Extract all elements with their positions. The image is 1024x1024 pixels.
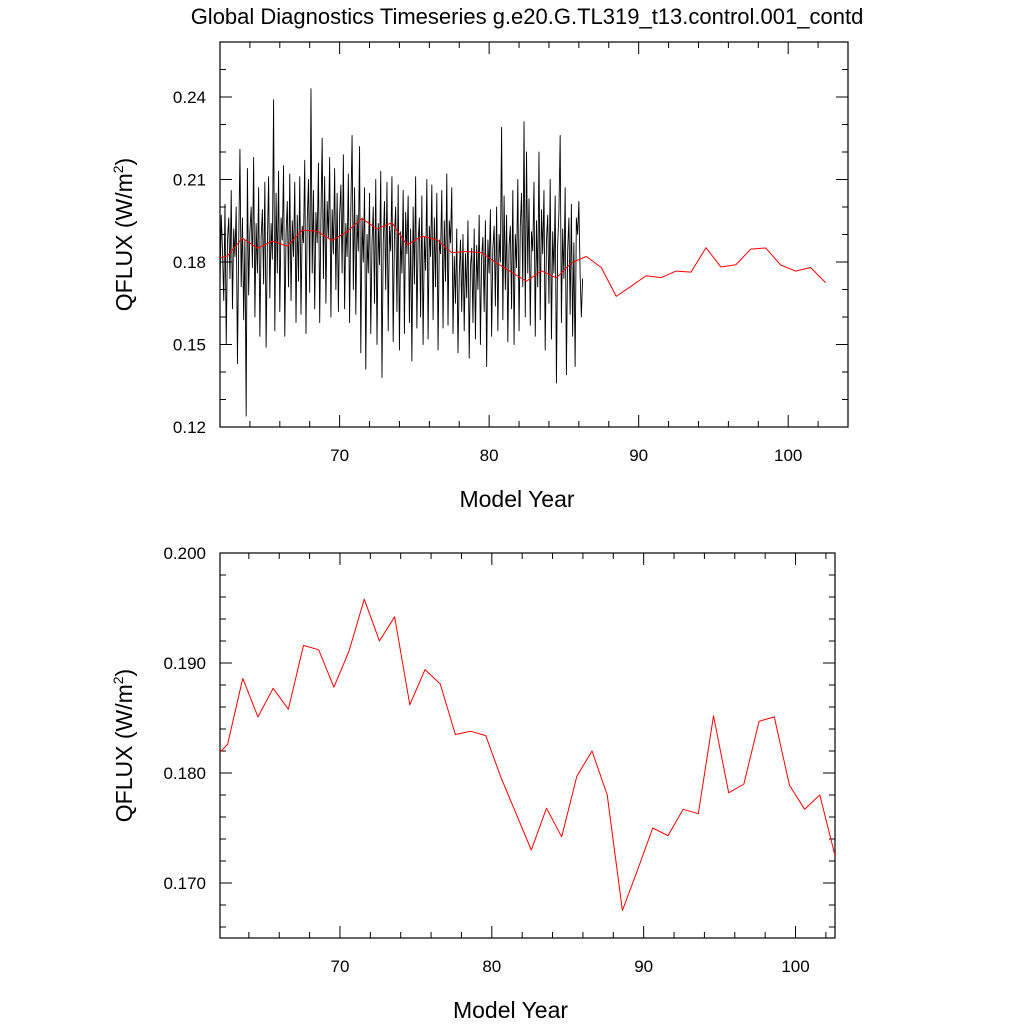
series-monthly-line <box>220 88 584 417</box>
x-tick-label: 90 <box>634 957 653 976</box>
y-tick-label: 0.200 <box>163 544 206 563</box>
y-axis-label-close: ) <box>111 669 137 677</box>
x-tick-label: 70 <box>330 446 349 465</box>
series-annual-line <box>220 218 826 297</box>
y-axis-label-main: QFLUX (W/m <box>111 684 137 822</box>
top-panel: 0.12 0.15 0.18 0.21 0.24 70 80 90 100 Model Year Q… <box>110 41 849 512</box>
y-axis-label-main: QFLUX (W/m <box>111 173 137 311</box>
y-tick-label: 0.12 <box>173 418 206 437</box>
y-axis-label-superscript: 2 <box>110 165 126 173</box>
x-axis-label: Model Year <box>459 486 574 512</box>
y-tick-label: 0.15 <box>173 336 206 355</box>
y-axis-label-close: ) <box>111 158 137 166</box>
x-tick-label: 90 <box>629 446 648 465</box>
y-axis-label-superscript: 2 <box>110 676 126 684</box>
y-tick-label: 0.180 <box>163 764 206 783</box>
y-tick-label: 0.21 <box>173 171 206 190</box>
y-tick-label: 0.18 <box>173 253 206 272</box>
y-tick-label: 0.190 <box>163 654 206 673</box>
y-tick-label: 0.24 <box>173 88 206 107</box>
x-axis-label: Model Year <box>453 997 568 1023</box>
plot-frame <box>219 552 836 939</box>
y-axis-label: QFLUX (W/m2) <box>110 158 137 311</box>
x-tick-label: 70 <box>331 957 350 976</box>
x-tick-label: 80 <box>480 446 499 465</box>
bottom-panel: 0.170 0.180 0.190 0.200 70 80 90 100 Model Year Q… <box>110 544 836 1023</box>
series-annual-line <box>220 598 835 911</box>
y-axis-label: QFLUX (W/m2) <box>110 669 137 822</box>
figure-title: Global Diagnostics Timeseries g.e20.G.TL… <box>191 4 864 29</box>
x-tick-label: 100 <box>774 446 802 465</box>
x-tick-label: 80 <box>482 957 501 976</box>
y-tick-label: 0.170 <box>163 874 206 893</box>
x-tick-label: 100 <box>781 957 809 976</box>
